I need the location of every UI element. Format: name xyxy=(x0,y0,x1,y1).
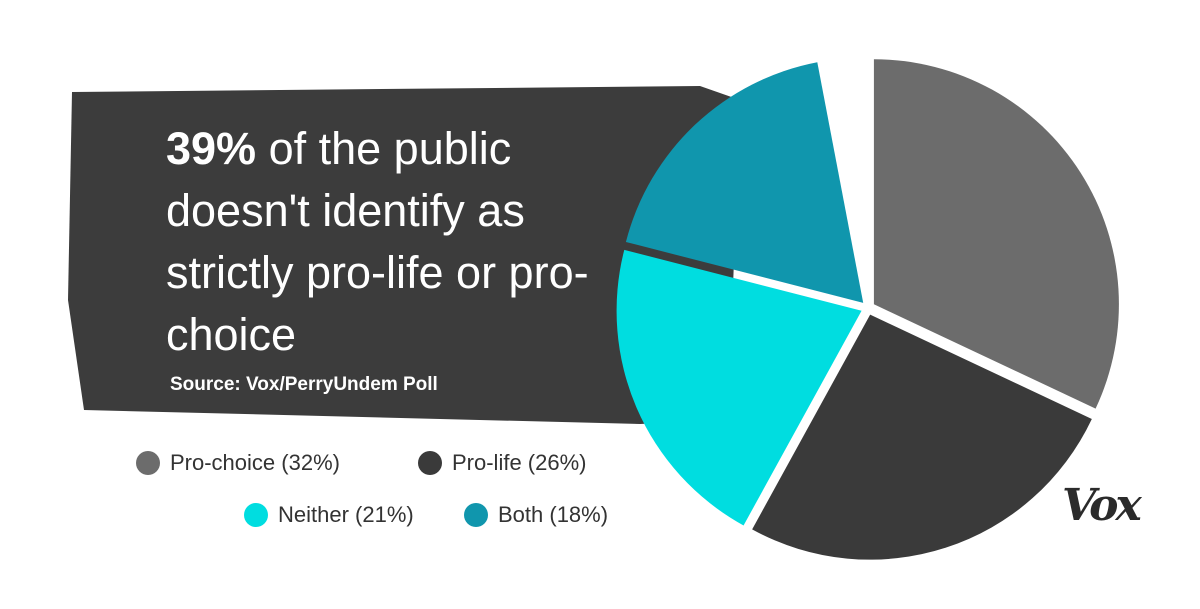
legend-marker xyxy=(418,451,442,475)
text-backdrop xyxy=(68,86,740,424)
legend-label: Neither (21%) xyxy=(278,502,414,527)
pie-slice xyxy=(873,59,1119,409)
legend-marker xyxy=(464,503,488,527)
legend: Pro-choice (32%) Pro-life (26%) Neither (2… xyxy=(136,450,608,527)
legend-label: Both (18%) xyxy=(498,502,608,527)
legend-marker xyxy=(244,503,268,527)
legend-marker xyxy=(136,451,160,475)
headline-emphasis: 39% xyxy=(166,123,257,174)
headline: 39% of the public doesn't identify as st… xyxy=(166,118,616,366)
pie xyxy=(616,59,1119,560)
legend-label: Pro-life (26%) xyxy=(452,450,586,475)
headline-text: of the public doesn't identify as strict… xyxy=(166,123,589,360)
pie-slice xyxy=(625,62,864,303)
pie-slice xyxy=(616,249,862,526)
pie-slice xyxy=(752,314,1092,560)
legend-label: Pro-choice (32%) xyxy=(170,450,340,475)
source: Source: Vox/PerryUndem Poll xyxy=(170,374,438,395)
logo: Vox xyxy=(1062,480,1142,531)
